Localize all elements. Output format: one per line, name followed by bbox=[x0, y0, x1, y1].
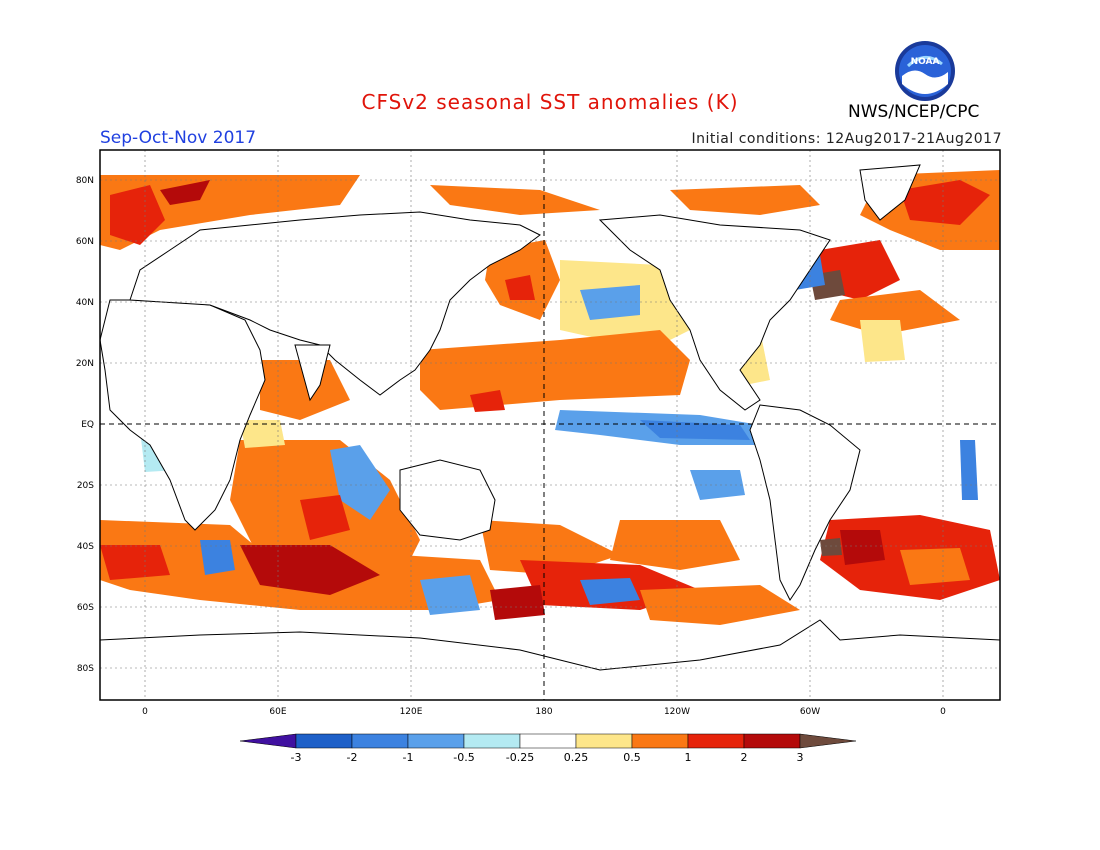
lat-label-60n: 60N bbox=[76, 237, 94, 247]
agency-label: NWS/NCEP/CPC bbox=[848, 102, 980, 122]
lat-label-40s: 40S bbox=[77, 542, 94, 552]
map-frame bbox=[99, 149, 1001, 701]
colorbar-label: -3 bbox=[291, 751, 302, 764]
lat-label-60s: 60S bbox=[77, 603, 94, 613]
colorbar-bin-5 bbox=[519, 733, 577, 749]
colorbar-label: -2 bbox=[347, 751, 358, 764]
colorbar-label: 0.5 bbox=[623, 751, 641, 764]
lat-label-20s: 20S bbox=[77, 481, 94, 491]
colorbar-bin-4 bbox=[463, 733, 521, 749]
colorbar-label: -0.5 bbox=[453, 751, 474, 764]
africa-landmass bbox=[100, 299, 266, 531]
lon-label-120w: 120W bbox=[664, 707, 690, 717]
colorbar-lower-extend bbox=[239, 733, 297, 749]
lat-label-80n: 80N bbox=[76, 176, 94, 186]
continents bbox=[100, 164, 1000, 700]
colorbar-bin-2 bbox=[351, 733, 409, 749]
season-label: Sep-Oct-Nov 2017 bbox=[100, 128, 257, 148]
eurasia-landmass bbox=[129, 211, 541, 396]
colorbar-bin-3 bbox=[407, 733, 465, 749]
anomaly-field bbox=[100, 150, 1000, 700]
colorbar-label: 2 bbox=[741, 751, 748, 764]
south-america-landmass bbox=[749, 404, 861, 601]
lon-labels: 0 60E 120E 180 120W 60W 0 bbox=[142, 707, 946, 717]
graticule bbox=[100, 150, 1000, 700]
lon-label-120e: 120E bbox=[400, 707, 423, 717]
colorbar: -3 -2 -1 -0.5 -0.25 0.25 0.5 1 2 3 bbox=[239, 733, 857, 764]
lon-label-180: 180 bbox=[535, 707, 552, 717]
initial-conditions-label: Initial conditions: 12Aug2017-21Aug2017 bbox=[691, 131, 1002, 147]
equator-dateline bbox=[100, 150, 1000, 700]
colorbar-bin-6 bbox=[575, 733, 633, 749]
colorbar-label: 0.25 bbox=[564, 751, 589, 764]
colorbar-label: -0.25 bbox=[506, 751, 534, 764]
lat-label-40n: 40N bbox=[76, 298, 94, 308]
map-title: CFSv2 seasonal SST anomalies (K) bbox=[361, 90, 739, 114]
colorbar-label: 1 bbox=[685, 751, 692, 764]
colorbar-bin-9 bbox=[743, 733, 801, 749]
lon-label-60e: 60E bbox=[269, 707, 286, 717]
north-america-landmass bbox=[598, 214, 831, 411]
lon-label-0-left: 0 bbox=[142, 707, 148, 717]
australia-landmass bbox=[399, 459, 496, 541]
colorbar-bin-1 bbox=[295, 733, 353, 749]
colorbar-label: 3 bbox=[797, 751, 804, 764]
lon-label-60w: 60W bbox=[800, 707, 820, 717]
lat-label-20n: 20N bbox=[76, 359, 94, 369]
lat-label-eq: EQ bbox=[81, 420, 94, 430]
lon-label-0-right: 0 bbox=[940, 707, 946, 717]
colorbar-bin-8 bbox=[687, 733, 745, 749]
lat-label-80s: 80S bbox=[77, 664, 94, 674]
colorbar-bin-7 bbox=[631, 733, 689, 749]
antarctica-landmass bbox=[100, 619, 1000, 700]
colorbar-label: -1 bbox=[403, 751, 414, 764]
colorbar-upper-extend bbox=[799, 733, 857, 749]
lat-labels: 80N 60N 40N 20N EQ 20S 40S 60S 80S bbox=[76, 176, 94, 674]
noaa-logo-text: NOAA bbox=[911, 57, 940, 67]
noaa-logo-icon: NOAA bbox=[895, 41, 955, 101]
